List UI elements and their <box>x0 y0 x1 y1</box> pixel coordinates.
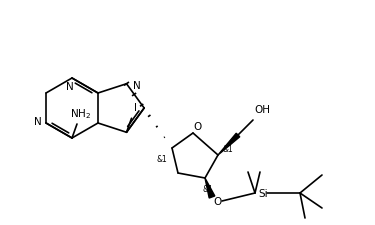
Text: &1: &1 <box>223 146 233 155</box>
Polygon shape <box>218 133 240 155</box>
Polygon shape <box>205 178 215 198</box>
Text: O: O <box>214 197 222 207</box>
Text: NH$_2$: NH$_2$ <box>70 107 92 121</box>
Text: &1: &1 <box>202 185 213 194</box>
Text: I: I <box>134 103 137 113</box>
Text: N: N <box>66 82 74 92</box>
Text: O: O <box>194 122 202 132</box>
Text: &1: &1 <box>157 155 167 164</box>
Text: OH: OH <box>254 105 270 115</box>
Text: N: N <box>133 81 140 91</box>
Text: N: N <box>34 117 42 127</box>
Text: Si: Si <box>258 189 268 199</box>
